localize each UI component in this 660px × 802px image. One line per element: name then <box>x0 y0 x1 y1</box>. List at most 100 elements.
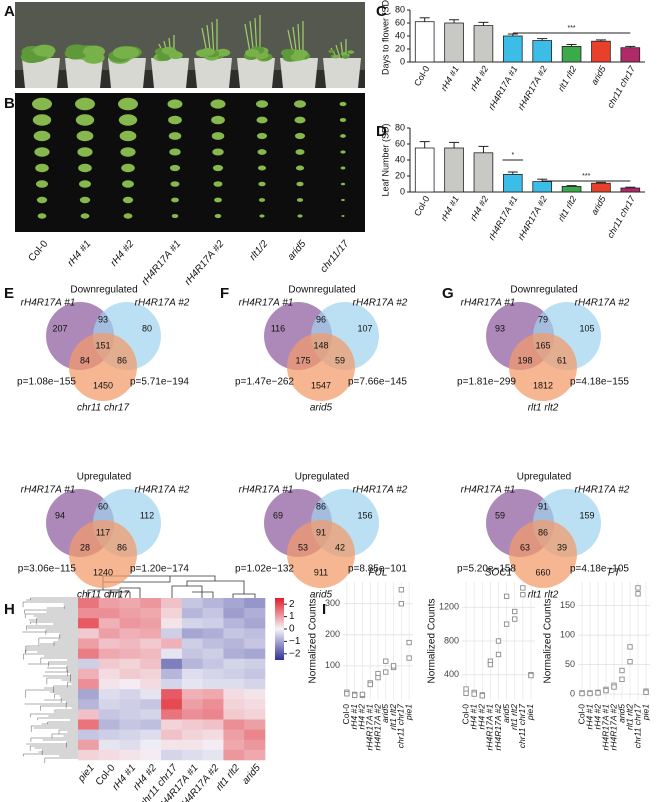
point <box>512 616 518 622</box>
x-tick-label: rlt1 rlt2 <box>624 704 634 730</box>
region-count: 116 <box>271 323 285 333</box>
heatmap-cell <box>98 628 120 639</box>
rosette-leaf <box>332 54 340 59</box>
venn-circle <box>287 333 355 401</box>
heatmap-cell <box>119 749 141 761</box>
heatmap-cell <box>140 598 162 609</box>
point <box>383 658 389 664</box>
region-count: 80 <box>142 323 152 333</box>
heatmap-cell <box>161 628 183 639</box>
p-value: p=7.66e−145 <box>348 377 407 388</box>
heatmap-cell <box>140 658 162 670</box>
venn-diagram: Downregulated rH4R17A #1 rH4R17A #2 arid5 11… <box>235 285 408 414</box>
heatmap-cell <box>161 719 183 730</box>
pot <box>151 58 189 88</box>
bar <box>503 35 523 63</box>
pot <box>280 58 318 88</box>
leaf <box>210 99 226 109</box>
heatmap-cell <box>202 709 224 720</box>
rosette-leaf <box>64 47 87 60</box>
heatmap-cell <box>202 658 224 670</box>
heatmap-cell <box>119 679 141 690</box>
heatmap-cell <box>181 689 203 700</box>
p-value: p=1.02e−132 <box>235 564 294 575</box>
leaf <box>170 181 180 187</box>
heatmap-cell <box>78 668 100 680</box>
heatmap-cell <box>223 648 245 660</box>
y-tick-label: 400 <box>444 669 459 679</box>
leaf <box>171 213 179 219</box>
p-value: p=1.47e−262 <box>235 377 294 388</box>
point <box>643 689 649 695</box>
heatmap-cell <box>244 598 266 609</box>
venn-circle <box>509 333 577 401</box>
heatmap-cell <box>244 618 266 629</box>
heatmap-cell <box>78 638 100 649</box>
y-tick-label: 1200 <box>439 602 459 612</box>
set-label: rH4R17A #2 <box>575 485 630 496</box>
region-count: 53 <box>298 542 308 552</box>
leaf <box>341 198 345 202</box>
x-tick-label: Col-0 <box>341 704 351 725</box>
region-count: 42 <box>335 542 345 552</box>
heatmap-cell <box>119 608 141 619</box>
photo-label: rH4R17A #2 <box>183 238 227 287</box>
column-label: rlt1 rlt2 <box>214 762 242 793</box>
set-label: arid5 <box>310 590 333 601</box>
leaf <box>211 132 225 140</box>
heatmap-cell <box>244 658 266 670</box>
leaf <box>79 196 91 204</box>
heatmap-cell <box>223 729 245 741</box>
flower-stem <box>335 44 341 59</box>
leaf <box>119 130 137 142</box>
x-tick-label: rH4R17A #1 <box>600 704 610 751</box>
heatmap-cell <box>223 689 245 700</box>
region-count: 63 <box>520 542 530 552</box>
heatmap-cell <box>244 739 266 751</box>
region-count: 86 <box>316 501 326 511</box>
heatmap-cell <box>98 598 120 609</box>
heatmap-cell <box>244 679 266 690</box>
venn-diagram: Downregulated rH4R17A #1 rH4R17A #2 chr11 c… <box>17 285 190 414</box>
photo-label: rH4 #1 <box>66 239 94 269</box>
photo-label: Col-0 <box>27 238 51 264</box>
heatmap-cell <box>140 749 162 761</box>
set-label: arid5 <box>310 403 333 414</box>
heatmap-cell <box>78 679 100 690</box>
point <box>579 690 585 697</box>
plot-title: FT <box>608 568 621 579</box>
heatmap-cell <box>78 618 100 629</box>
point <box>479 693 485 699</box>
heatmap-cell <box>119 668 141 680</box>
heatmap-cell <box>202 719 224 730</box>
venn-title: Downregulated <box>510 285 577 296</box>
leaf <box>212 164 224 172</box>
x-tick-label: rH4R17A #1 <box>364 704 374 751</box>
point <box>398 587 404 593</box>
p-value: p=8.85e−101 <box>348 564 407 575</box>
heatmap-cell <box>161 608 183 619</box>
heatmap-cell <box>119 628 141 639</box>
region-count: 39 <box>557 542 567 552</box>
point <box>619 667 625 674</box>
panel-letter: I <box>322 601 326 618</box>
heatmap-cell <box>98 638 120 649</box>
significance-label: * <box>511 152 514 159</box>
leaf <box>256 116 268 124</box>
x-tick-label: rH4R17A #1 <box>486 64 519 112</box>
heatmap-cell <box>181 699 203 710</box>
leaf <box>75 97 95 111</box>
point <box>375 674 381 681</box>
x-tick-label: pie1 <box>525 704 535 721</box>
y-tick-label: 20 <box>395 43 405 53</box>
y-tick-label: 150 <box>560 600 575 610</box>
bar <box>473 25 494 63</box>
point <box>603 687 609 694</box>
leaf <box>258 198 266 202</box>
bar <box>532 181 552 193</box>
bar <box>473 152 494 193</box>
heatmap-cell <box>181 679 203 690</box>
point <box>503 621 510 627</box>
region-count: 60 <box>98 501 108 511</box>
